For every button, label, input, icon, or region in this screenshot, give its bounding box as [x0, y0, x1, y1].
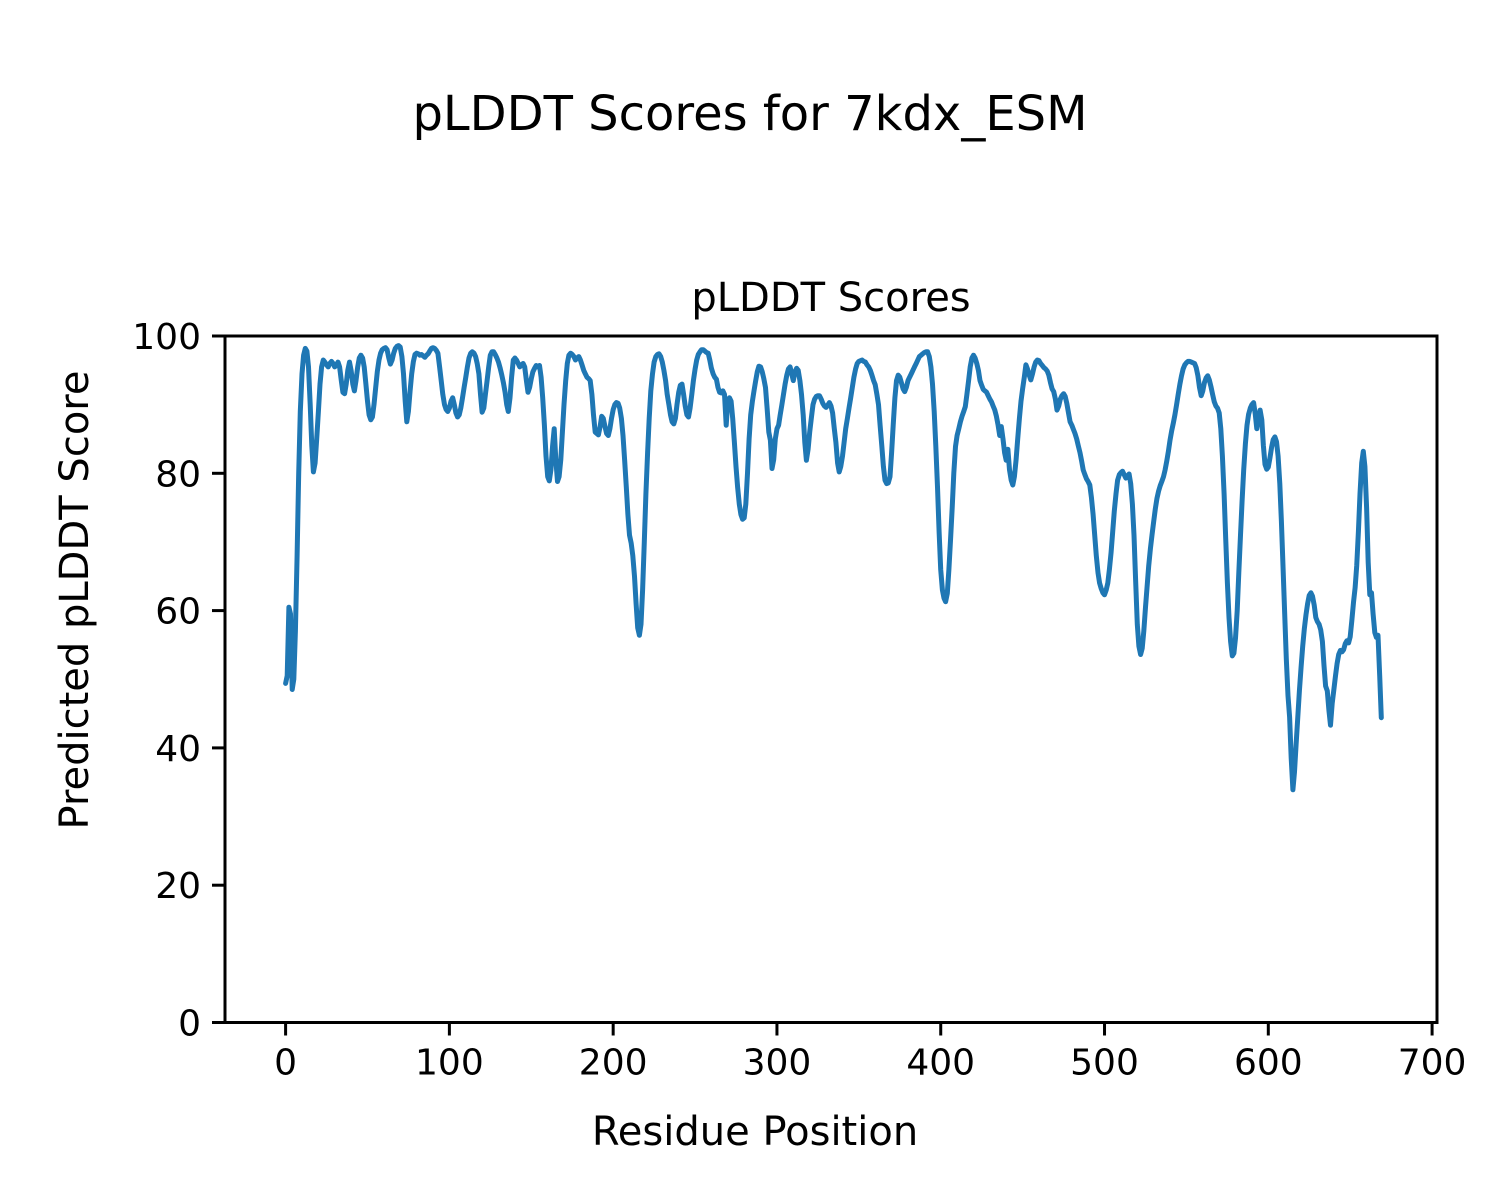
- figure-title: pLDDT Scores for 7kdx_ESM: [412, 86, 1088, 142]
- x-tick-label: 600: [1234, 1043, 1303, 1084]
- y-tick-label: 40: [155, 729, 201, 770]
- x-tick-label: 300: [743, 1043, 812, 1084]
- y-tick-label: 80: [155, 454, 201, 495]
- y-tick-label: 20: [155, 866, 201, 907]
- axes-title: pLDDT Scores: [691, 275, 971, 321]
- x-tick-label: 500: [1070, 1043, 1139, 1084]
- y-tick-label: 0: [178, 1004, 201, 1045]
- x-tick-label: 100: [415, 1043, 484, 1084]
- y-tick-label: 100: [132, 317, 201, 358]
- y-tick-label: 60: [155, 592, 201, 633]
- x-tick-label: 400: [906, 1043, 975, 1084]
- axes-spines: [223, 334, 1439, 1024]
- plddt-line: [283, 343, 1384, 793]
- x-axis-label: Residue Position: [591, 1109, 919, 1155]
- x-tick-label: 200: [579, 1043, 648, 1084]
- x-tick-label: 0: [274, 1043, 297, 1084]
- x-tick-label: 700: [1398, 1043, 1467, 1084]
- y-axis-label-text: Predicted pLDDT Score: [52, 370, 98, 830]
